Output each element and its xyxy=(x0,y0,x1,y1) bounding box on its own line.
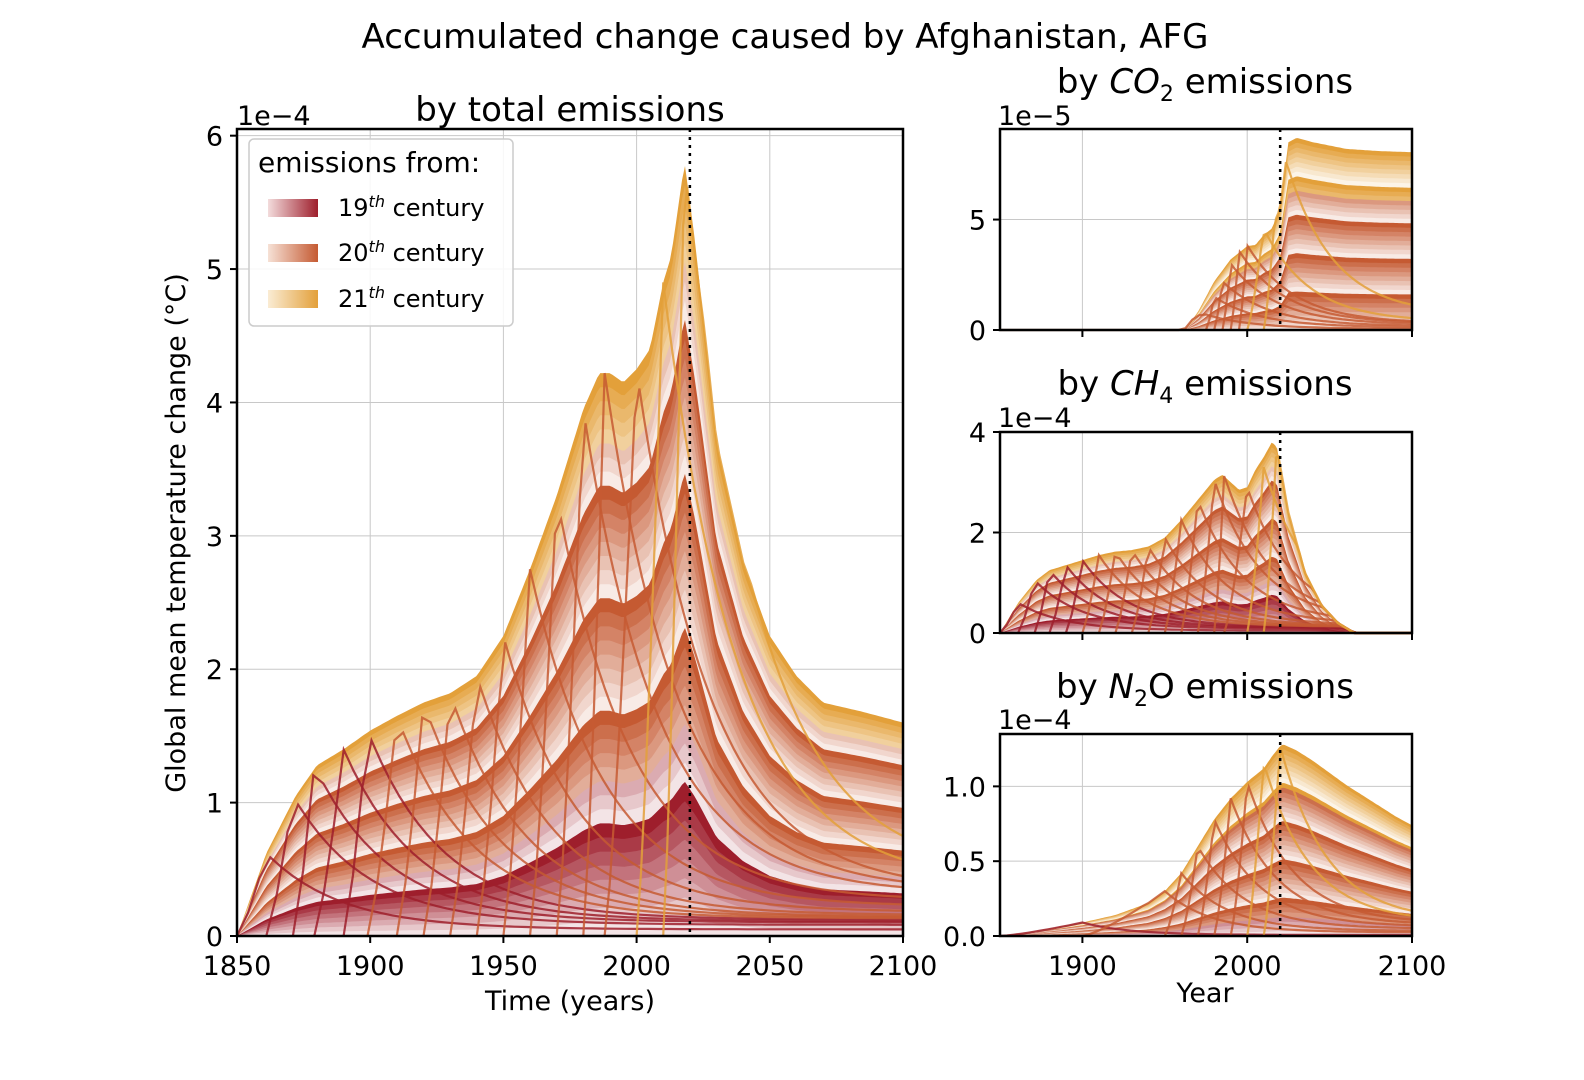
peak-outline xyxy=(1229,249,1413,331)
ch4-emissions-panel: by CH4 emissions 1e−4 0 2 4 xyxy=(969,364,1414,650)
peak-outline xyxy=(422,705,904,937)
y-tick-label: 3 xyxy=(206,522,223,553)
y-ticks-total: 0 1 2 3 4 5 6 xyxy=(206,122,237,953)
x-tick-label: 1900 xyxy=(336,951,405,982)
peak-outline xyxy=(1262,748,1413,937)
y-ticks-ch4: 0 2 4 xyxy=(969,418,1000,650)
legend-label-20th: 20th century xyxy=(338,237,484,267)
figure-title: Accumulated change caused by Afghanistan… xyxy=(362,17,1209,57)
legend-swatch-20th xyxy=(268,244,318,262)
peak-outline xyxy=(1204,296,1412,331)
peak-outline xyxy=(1213,281,1413,331)
co2-emissions-panel: by CO2 emissions 1e−5 05 xyxy=(969,62,1414,347)
y-tick-label: 4 xyxy=(969,418,986,449)
peak-outline xyxy=(1213,797,1413,937)
total-emissions-panel: by total emissions 1e−4 1850 1900 1950 2000… xyxy=(161,90,937,1017)
peak-outline xyxy=(528,515,904,937)
y-tick-label: 6 xyxy=(206,122,223,153)
legend: emissions from: 19th century 20th centur… xyxy=(248,138,514,327)
peak-outline xyxy=(582,372,904,937)
panel-title-co2: by CO2 emissions xyxy=(1057,62,1353,107)
x-axis-label-total: Time (years) xyxy=(484,986,655,1017)
peak-outline xyxy=(603,388,904,937)
peak-outline xyxy=(1246,765,1413,937)
y-tick-label: 5 xyxy=(206,255,223,286)
peak-outline xyxy=(366,730,904,937)
x-tick-label: 1850 xyxy=(203,951,272,982)
y-tick-label: 1.0 xyxy=(943,772,986,803)
y-tick-label: 0 xyxy=(969,316,986,347)
legend-item-20th: 20th century xyxy=(268,237,484,267)
legend-item-19th: 19th century xyxy=(268,192,484,222)
peak-outline xyxy=(291,773,903,937)
peak-outline xyxy=(1221,262,1413,331)
y-tick-label: 0 xyxy=(206,922,223,953)
peak-outline xyxy=(1082,889,1412,938)
y-tick-label: 4 xyxy=(206,388,223,419)
offset-text-co2: 1e−5 xyxy=(998,101,1072,132)
y-tick-label: 2 xyxy=(969,519,986,550)
y-axis-label-total: Global mean temperature change (°C) xyxy=(161,273,192,793)
area-layer xyxy=(237,916,903,936)
x-tick-label: 1950 xyxy=(469,951,538,982)
y-ticks-co2: 05 xyxy=(969,206,1000,347)
peak-outline xyxy=(395,715,904,937)
n2o-emissions-panel: by N2O emissions 1e−4 1900 2000 2100 0.00.… xyxy=(943,667,1446,1009)
peak-outline xyxy=(635,282,904,937)
peak-outline xyxy=(449,682,904,937)
offset-text-total: 1e−4 xyxy=(237,101,311,132)
y-tick-label: 0.0 xyxy=(943,922,986,953)
offset-text-ch4: 1e−4 xyxy=(998,403,1072,434)
x-ticks-n2o: 1900 2000 2100 xyxy=(1048,936,1446,982)
x-ticks-ch4 xyxy=(1081,633,1413,640)
peak-outline xyxy=(555,423,904,937)
x-tick-label: 2100 xyxy=(869,951,938,982)
axes-frame-co2 xyxy=(998,127,1414,332)
legend-swatch-21st xyxy=(268,290,318,308)
y-ticks-n2o: 0.0 0.5 1.0 xyxy=(943,772,1000,953)
x-tick-label: 1900 xyxy=(1048,951,1117,982)
legend-title: emissions from: xyxy=(258,146,480,179)
peak-outline xyxy=(1262,161,1413,331)
x-tick-label: 2100 xyxy=(1378,951,1447,982)
peak-outline xyxy=(1229,783,1413,937)
peak-outline xyxy=(313,745,903,937)
peak-outline xyxy=(1163,870,1413,937)
x-ticks-co2 xyxy=(1081,330,1413,337)
legend-box xyxy=(248,138,514,327)
axes-frame-total xyxy=(235,127,905,938)
legend-item-21st: 21th century xyxy=(268,283,484,313)
legend-label-19th: 19th century xyxy=(338,192,484,222)
y-tick-label: 5 xyxy=(969,206,986,237)
peak-outline xyxy=(1180,849,1412,937)
peak-outline xyxy=(662,187,904,937)
x-tick-label: 2050 xyxy=(735,951,804,982)
x-tick-label: 2000 xyxy=(602,951,671,982)
panel-title-total: by total emissions xyxy=(415,90,725,130)
area-layers-co2 xyxy=(1000,138,1412,330)
legend-label-21st: 21th century xyxy=(338,283,484,313)
y-tick-label: 0 xyxy=(969,619,986,650)
x-axis-label-n2o: Year xyxy=(1175,978,1234,1009)
y-tick-label: 0.5 xyxy=(943,847,986,878)
offset-text-n2o: 1e−4 xyxy=(998,705,1072,736)
panel-title-ch4: by CH4 emissions xyxy=(1057,364,1352,409)
axes-frame-n2o xyxy=(998,732,1414,938)
panel-title-n2o: by N2O emissions xyxy=(1056,667,1354,712)
x-tick-label: 2000 xyxy=(1213,951,1282,982)
peak-outline xyxy=(1196,818,1413,937)
x-ticks-total: 1850 1900 1950 2000 2050 2100 xyxy=(203,936,938,982)
peak-outline xyxy=(1246,232,1413,331)
peak-outlines-total xyxy=(236,187,904,937)
y-tick-label: 1 xyxy=(206,789,223,820)
peak-outline xyxy=(1237,242,1413,331)
legend-swatch-19th xyxy=(268,199,318,217)
y-tick-label: 2 xyxy=(206,655,223,686)
